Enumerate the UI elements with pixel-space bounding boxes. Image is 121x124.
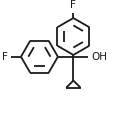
Text: OH: OH bbox=[92, 52, 108, 62]
Text: F: F bbox=[70, 0, 76, 10]
Text: F: F bbox=[2, 52, 8, 62]
